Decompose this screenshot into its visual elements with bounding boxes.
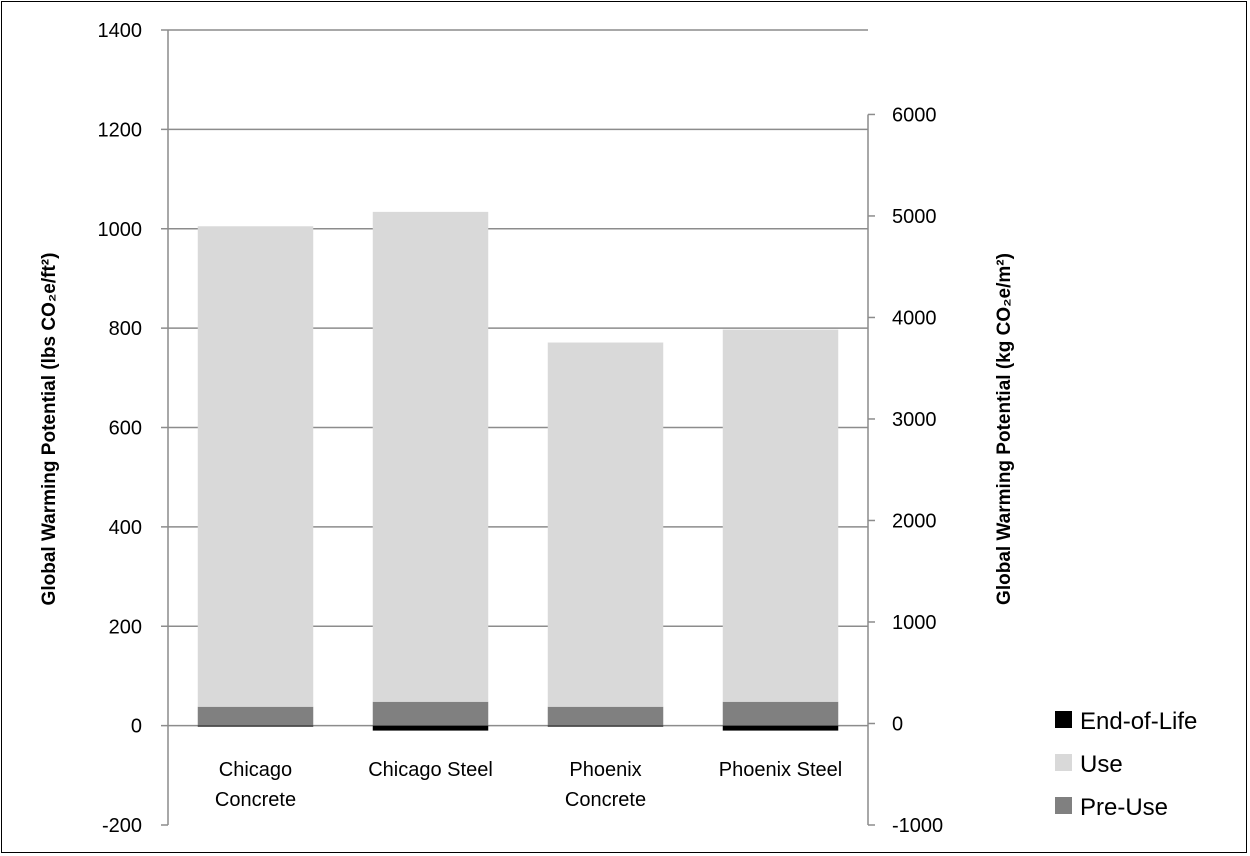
category-label: Phoenix xyxy=(569,759,641,781)
left-tick-label: 400 xyxy=(109,517,142,539)
bar-pre-use-2 xyxy=(372,701,489,726)
right-tick-label: 5000 xyxy=(892,206,937,228)
category-label: Concrete xyxy=(565,789,646,811)
right-tick-label: 4000 xyxy=(892,307,937,329)
legend-swatch xyxy=(1055,797,1072,814)
right-tick-label: 0 xyxy=(892,713,903,735)
legend-label: Use xyxy=(1080,751,1123,778)
legend-label: Pre-Use xyxy=(1080,794,1168,821)
category-label: Phoenix Steel xyxy=(719,759,842,781)
right-axis-title: Global Warming Potential (kg CO₂e/m²) xyxy=(994,253,1015,605)
bar-end-of-life-2 xyxy=(372,725,489,731)
legend-swatch xyxy=(1055,711,1072,728)
right-tick-label: 2000 xyxy=(892,510,937,532)
bar-end-of-life-1 xyxy=(197,725,314,727)
category-label: Concrete xyxy=(215,789,296,811)
left-tick-label: 800 xyxy=(109,318,142,340)
bars xyxy=(197,211,839,731)
bar-pre-use-3 xyxy=(547,706,664,726)
left-tick-label: 600 xyxy=(109,418,142,440)
legend: End-of-Life Use Pre-Use xyxy=(1055,708,1197,821)
bar-end-of-life-3 xyxy=(547,725,664,727)
category-label: Chicago Steel xyxy=(368,759,493,781)
legend-label: End-of-Life xyxy=(1080,708,1197,735)
right-axis-ticks: -1000 0 1000 2000 3000 4000 5000 6000 xyxy=(868,104,943,837)
bar-use-1 xyxy=(197,226,314,707)
left-tick-label: -200 xyxy=(102,815,142,837)
bar-use-3 xyxy=(547,342,664,707)
category-label: Chicago xyxy=(219,759,292,781)
left-axis-title: Global Warming Potential (lbs CO₂e/ft²) xyxy=(39,253,60,606)
category-labels: Chicago Concrete Chicago Steel Phoenix Concr… xyxy=(215,759,842,811)
bar-use-2 xyxy=(372,211,489,702)
left-tick-label: 1000 xyxy=(98,219,143,241)
left-tick-label: 0 xyxy=(131,716,142,738)
left-axis-ticks: -200 0 200 400 600 800 1000 1200 1400 xyxy=(98,20,168,837)
left-tick-label: 1200 xyxy=(98,119,143,141)
right-tick-label: 3000 xyxy=(892,409,937,431)
right-tick-label: 1000 xyxy=(892,612,937,634)
bar-pre-use-4 xyxy=(722,701,839,726)
bar-use-4 xyxy=(722,329,839,702)
bar-pre-use-1 xyxy=(197,706,314,726)
right-tick-label: -1000 xyxy=(892,815,943,837)
right-tick-label: 6000 xyxy=(892,104,937,126)
left-tick-label: 1400 xyxy=(98,20,143,42)
bar-end-of-life-4 xyxy=(722,725,839,731)
left-tick-label: 200 xyxy=(109,616,142,638)
legend-swatch xyxy=(1055,754,1072,771)
